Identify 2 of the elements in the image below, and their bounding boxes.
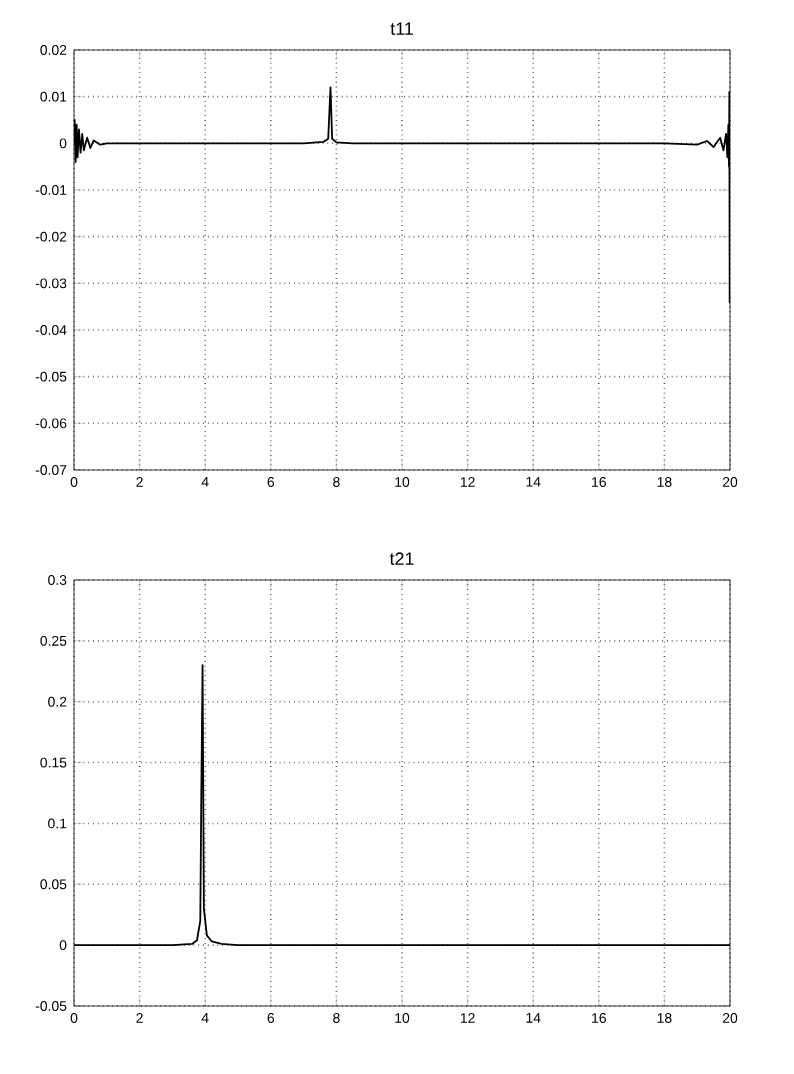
chart-title: t11 <box>390 22 413 35</box>
chart-title: t21 <box>389 552 414 565</box>
